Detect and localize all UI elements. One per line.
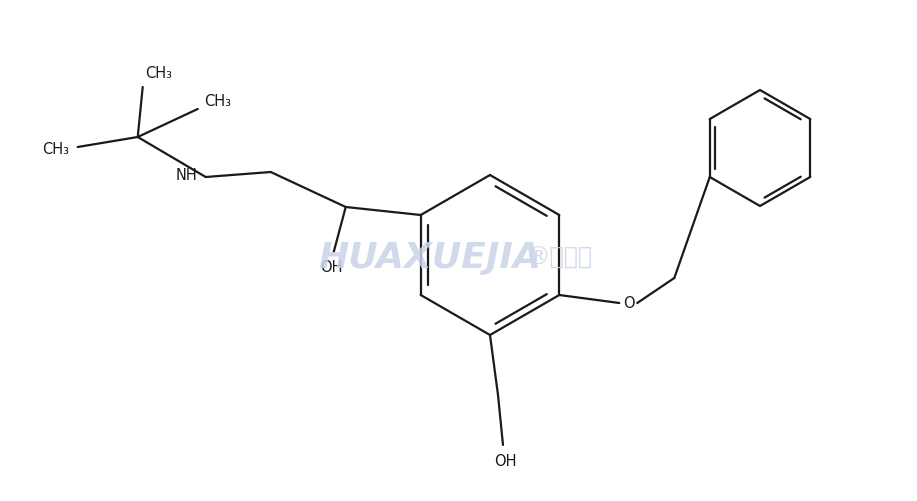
Text: CH₃: CH₃	[42, 141, 69, 156]
Text: OH: OH	[320, 260, 343, 275]
Text: OH: OH	[493, 453, 516, 468]
Text: NH: NH	[176, 168, 198, 183]
Text: HUAXUEJIA: HUAXUEJIA	[318, 241, 541, 275]
Text: ®化学加: ®化学加	[527, 246, 593, 270]
Text: CH₃: CH₃	[145, 66, 172, 81]
Text: CH₃: CH₃	[204, 94, 231, 109]
Text: O: O	[624, 296, 635, 311]
